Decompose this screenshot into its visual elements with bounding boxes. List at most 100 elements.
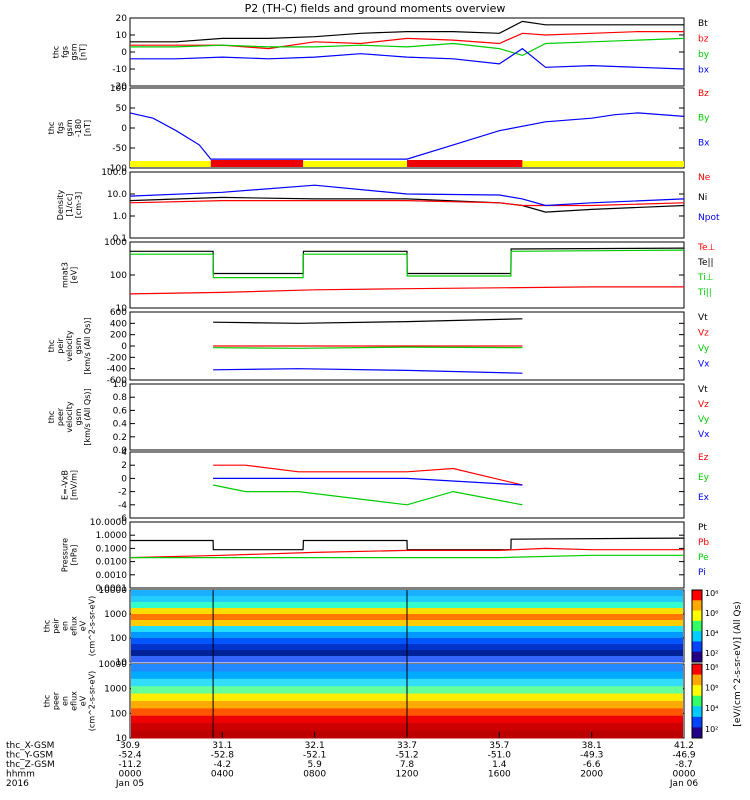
colorbar-tick: 10⁸	[705, 663, 718, 672]
xtick-value: 0000	[673, 770, 696, 780]
colorbar-segment	[692, 706, 702, 718]
series-line-temp-Ti	[130, 249, 685, 279]
ytick-label: -10	[112, 65, 127, 75]
ylabel-line: Density	[56, 190, 65, 221]
ytick-label: 600	[110, 308, 127, 318]
colorbar-segment	[692, 641, 702, 653]
colorbar-segment	[692, 695, 702, 707]
state-bar-segment	[130, 161, 211, 167]
legend-label: Npot	[698, 213, 720, 223]
xtick-value: -51.0	[488, 751, 512, 761]
ylabel-line: [eV]	[70, 267, 79, 284]
series-line-pressure-Pt	[130, 537, 685, 551]
ytick-label: 100.0	[101, 168, 127, 178]
ylabel-line: velocity	[65, 401, 74, 433]
series-line-efield-Ey	[212, 484, 523, 506]
ytick-label: 10000	[98, 586, 127, 596]
legend-label: Pe	[698, 553, 709, 563]
ytick-label: 1000	[104, 610, 127, 620]
legend-label: Ti⊥	[697, 273, 714, 283]
xtick-value: -11.2	[118, 760, 141, 770]
ylabel-line: peer	[52, 691, 61, 710]
ylabel-line: gsm	[74, 337, 83, 354]
xtick-value: -8.7	[675, 760, 693, 770]
series-line-pressure-Pe	[130, 554, 684, 559]
ytick-label: -2	[118, 488, 127, 498]
ylabel-line: fgs	[61, 46, 70, 58]
panel-frame-fgs	[129, 17, 685, 87]
ytick-label: -600	[107, 376, 128, 386]
colorbar-segment	[692, 664, 702, 676]
ylabel-line: Pressure	[61, 538, 70, 572]
xtick-value: Jan 05	[115, 779, 144, 789]
series-line-temp-Te	[129, 286, 684, 295]
ytick-label: -6	[118, 514, 127, 524]
ytick-label: 10.0000	[90, 518, 127, 528]
ytick-label: 1.0	[113, 380, 128, 390]
ytick-label: -50	[112, 144, 127, 154]
xtick-value: 41.2	[674, 741, 694, 751]
colorbar-tick: 10⁶	[705, 609, 718, 618]
ytick-label: 10	[116, 734, 128, 744]
ytick-label: 0	[121, 342, 127, 352]
series-line-pressure-Pb	[129, 547, 684, 559]
ylabel-line: gsm	[70, 43, 79, 60]
series-line-efield-Ex	[213, 477, 523, 486]
ylabel-line: -180	[74, 119, 83, 137]
ytick-label: 100	[110, 709, 127, 719]
series-line-peir_vel-Vx	[213, 368, 523, 374]
ytick-label: -200	[107, 353, 128, 363]
ylabel-line: eflux	[70, 616, 79, 636]
colorbar-segment	[692, 716, 702, 728]
colorbar-frame	[691, 663, 703, 739]
colorbar-segment	[692, 651, 702, 663]
ylabel-line: eV	[79, 695, 88, 706]
ytick-label: 1000	[104, 238, 127, 248]
ytick-label: 10.0	[107, 190, 127, 200]
ytick-label: 200	[110, 331, 127, 341]
state-bar-segment	[407, 160, 523, 167]
series-line-density-Ne	[129, 200, 685, 207]
ytick-label: -4	[118, 501, 127, 511]
ytick-label: -20	[112, 82, 127, 92]
panel-frame-efield	[129, 451, 685, 519]
legend-label: bx	[698, 66, 710, 76]
legend-label: Vz	[698, 329, 709, 339]
legend-label: By	[698, 114, 710, 124]
ylabel-line: [1/cc]	[65, 194, 74, 217]
xtick-value: -6.6	[583, 760, 601, 770]
chart-title: P2 (TH-C) fields and ground moments over…	[245, 2, 506, 15]
xtick-value: -51.2	[395, 751, 418, 761]
legend-label: Ez	[698, 453, 709, 463]
ytick-label: 100	[110, 271, 127, 281]
legend-label: Vy	[698, 344, 710, 354]
ytick-label: 0.4	[113, 420, 128, 430]
colorbar-segment	[692, 600, 702, 612]
ylabel-line: [nT]	[79, 44, 88, 60]
ylabel-line: eflux	[70, 691, 79, 711]
ylabel-line: thc	[43, 695, 52, 708]
ylabel-line: thc	[52, 46, 61, 59]
ytick-label: 0	[121, 474, 127, 484]
ytick-label: 10	[116, 31, 128, 41]
ylabel-line: peir	[56, 338, 65, 354]
ylabel-line: gsm	[74, 408, 83, 425]
legend-label: Ex	[698, 493, 710, 503]
legend-label: Te⊥	[697, 243, 716, 253]
ytick-label: 100	[110, 84, 127, 94]
xtick-value: 1.4	[492, 760, 507, 770]
colorbar-tick: 10⁴	[705, 704, 718, 713]
ytick-label: 10000	[98, 660, 127, 670]
ylabel-line: [mV/m]	[70, 470, 79, 500]
colorbar-frame	[691, 589, 703, 663]
ytick-label: 0.1000	[96, 544, 128, 554]
legend-label: Pb	[698, 538, 709, 548]
legend-label: Vx	[698, 430, 710, 440]
ylabel-line: peir	[52, 618, 61, 634]
legend-label: bz	[698, 35, 709, 45]
ytick-label: 100	[110, 634, 127, 644]
ylabel-line: (cm^2-s-sr-eV)	[88, 596, 97, 656]
state-bar-segment	[210, 160, 304, 167]
ylabel-line: thc	[47, 411, 56, 424]
xtick-value: 30.9	[120, 741, 140, 751]
